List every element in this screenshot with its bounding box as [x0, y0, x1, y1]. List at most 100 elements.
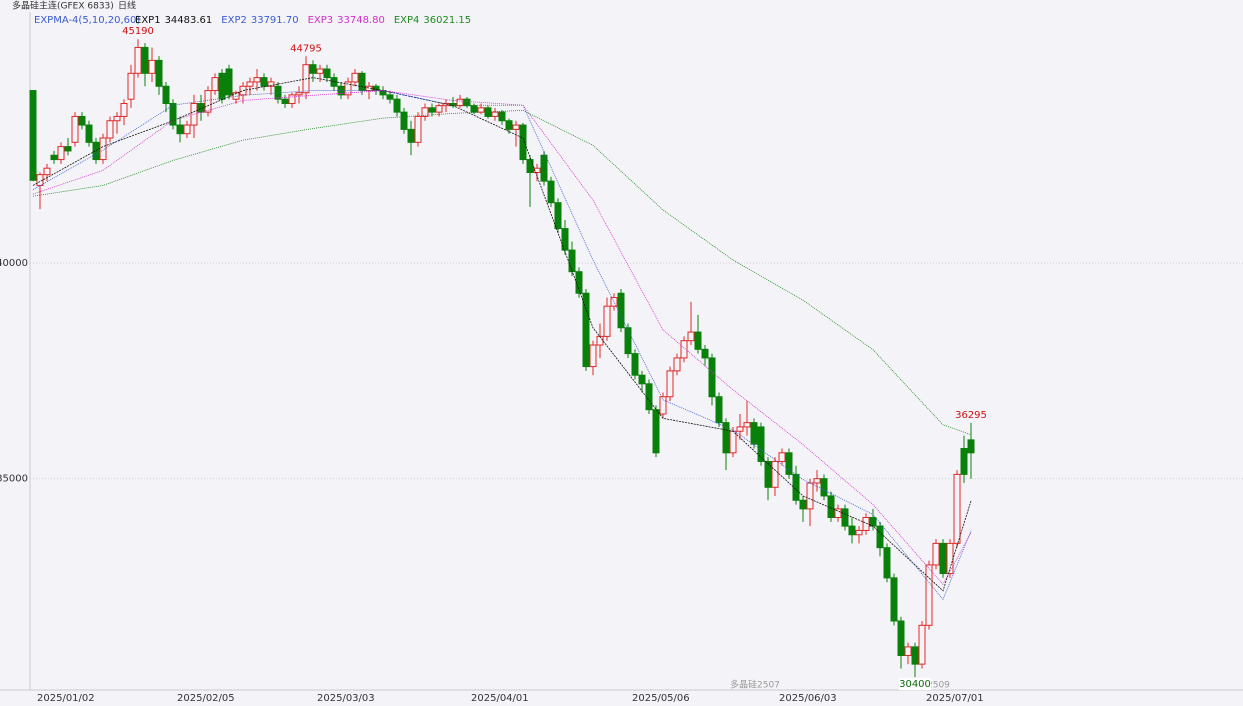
candle-body	[183, 124, 191, 135]
candle-body	[708, 357, 716, 398]
legend-name: EXP2	[221, 15, 247, 26]
candle-body	[582, 292, 590, 368]
chart-title[interactable]: 多晶硅主连(GFEX 6833)	[12, 0, 114, 12]
period[interactable]: 日线	[118, 0, 136, 12]
annotation: 45190	[122, 26, 154, 37]
candle-body	[778, 452, 786, 462]
candle-body	[274, 85, 282, 100]
candle-body	[470, 105, 478, 113]
candle-body	[134, 46, 142, 74]
candle-body	[190, 103, 198, 126]
candle-body	[589, 344, 597, 368]
candle-body	[631, 353, 639, 376]
candle-body	[939, 542, 947, 575]
candle-body	[680, 340, 688, 359]
candle-body	[533, 167, 541, 173]
candle-body	[652, 409, 660, 454]
candle-body	[547, 180, 555, 204]
candle-body	[309, 64, 317, 74]
candle-body	[330, 77, 338, 87]
candle-body	[92, 141, 100, 161]
annotation: 44795	[290, 43, 322, 54]
indicator[interactable]: EXPMA-4(5,10,20,60)	[34, 15, 140, 26]
ema-line	[32, 90, 972, 586]
candle-body	[792, 473, 800, 501]
candle-body	[176, 124, 184, 135]
candle-body	[925, 564, 933, 626]
candle-body	[645, 383, 653, 411]
candle-body	[477, 107, 485, 113]
candle-body	[85, 124, 93, 143]
candle-body	[316, 68, 324, 74]
candle-body	[673, 357, 681, 372]
ema-line	[32, 90, 972, 601]
candle-body	[141, 46, 149, 74]
candle-body	[519, 124, 527, 161]
x-tick-label: 2025/06/03	[779, 693, 837, 704]
candle-body	[491, 111, 499, 117]
candle-body	[834, 508, 842, 518]
y-tick-label: 35000	[0, 474, 28, 485]
candle-body	[57, 146, 65, 161]
candle-body	[897, 620, 905, 656]
candle-body	[890, 577, 898, 622]
candle-body	[638, 374, 646, 385]
candle-body	[99, 137, 107, 161]
candle-body	[785, 452, 793, 475]
x-tick-label: 2025/07/01	[926, 693, 984, 704]
candle-body	[561, 228, 569, 251]
candle-body	[148, 59, 156, 74]
legend-value: 33748.80	[337, 15, 385, 26]
candle-body	[155, 59, 163, 87]
candle-body	[50, 154, 58, 161]
candle-body	[736, 426, 744, 432]
candle-body	[729, 430, 737, 454]
y-tick-label: 40000	[0, 258, 28, 269]
legend-value: 33791.70	[251, 15, 299, 26]
candle-body	[617, 292, 625, 329]
candle-body	[127, 72, 135, 100]
candle-body	[694, 331, 702, 350]
candle-body	[820, 478, 828, 497]
candle-body	[428, 107, 436, 113]
candle-body	[540, 154, 548, 182]
candle-body	[750, 422, 758, 445]
candle-body	[701, 348, 709, 359]
ema-line	[32, 77, 972, 592]
annotation: 30400	[899, 679, 931, 690]
candle-body	[883, 547, 891, 579]
candle-body	[260, 77, 268, 87]
candle-body	[862, 517, 870, 531]
x-tick-label: 2025/04/01	[471, 693, 529, 704]
candle-body	[659, 396, 667, 415]
candle-body	[421, 107, 429, 117]
candle-body	[400, 111, 408, 130]
candle-body	[64, 146, 72, 152]
candle-body	[722, 422, 730, 454]
candle-body	[715, 396, 723, 424]
candle-body	[764, 460, 772, 488]
candle-body	[225, 68, 233, 96]
candle-body	[253, 77, 261, 83]
candle-body	[953, 473, 961, 544]
candle-body	[743, 422, 751, 428]
candle-body	[29, 90, 37, 181]
legend-name: EXP4	[394, 15, 420, 26]
candle-body	[666, 370, 674, 398]
candle-body	[498, 111, 506, 122]
candle-body	[806, 482, 814, 510]
candle-body	[106, 120, 114, 139]
candle-body	[323, 68, 331, 79]
candle-body	[351, 72, 359, 83]
candle-body	[358, 72, 366, 92]
candle-body	[393, 98, 401, 113]
candle-body	[904, 646, 912, 656]
legend-name: EXP1	[135, 15, 161, 26]
candle-body	[841, 508, 849, 527]
candle-body	[512, 124, 520, 130]
candle-body	[78, 115, 86, 126]
candle-body	[281, 98, 289, 104]
